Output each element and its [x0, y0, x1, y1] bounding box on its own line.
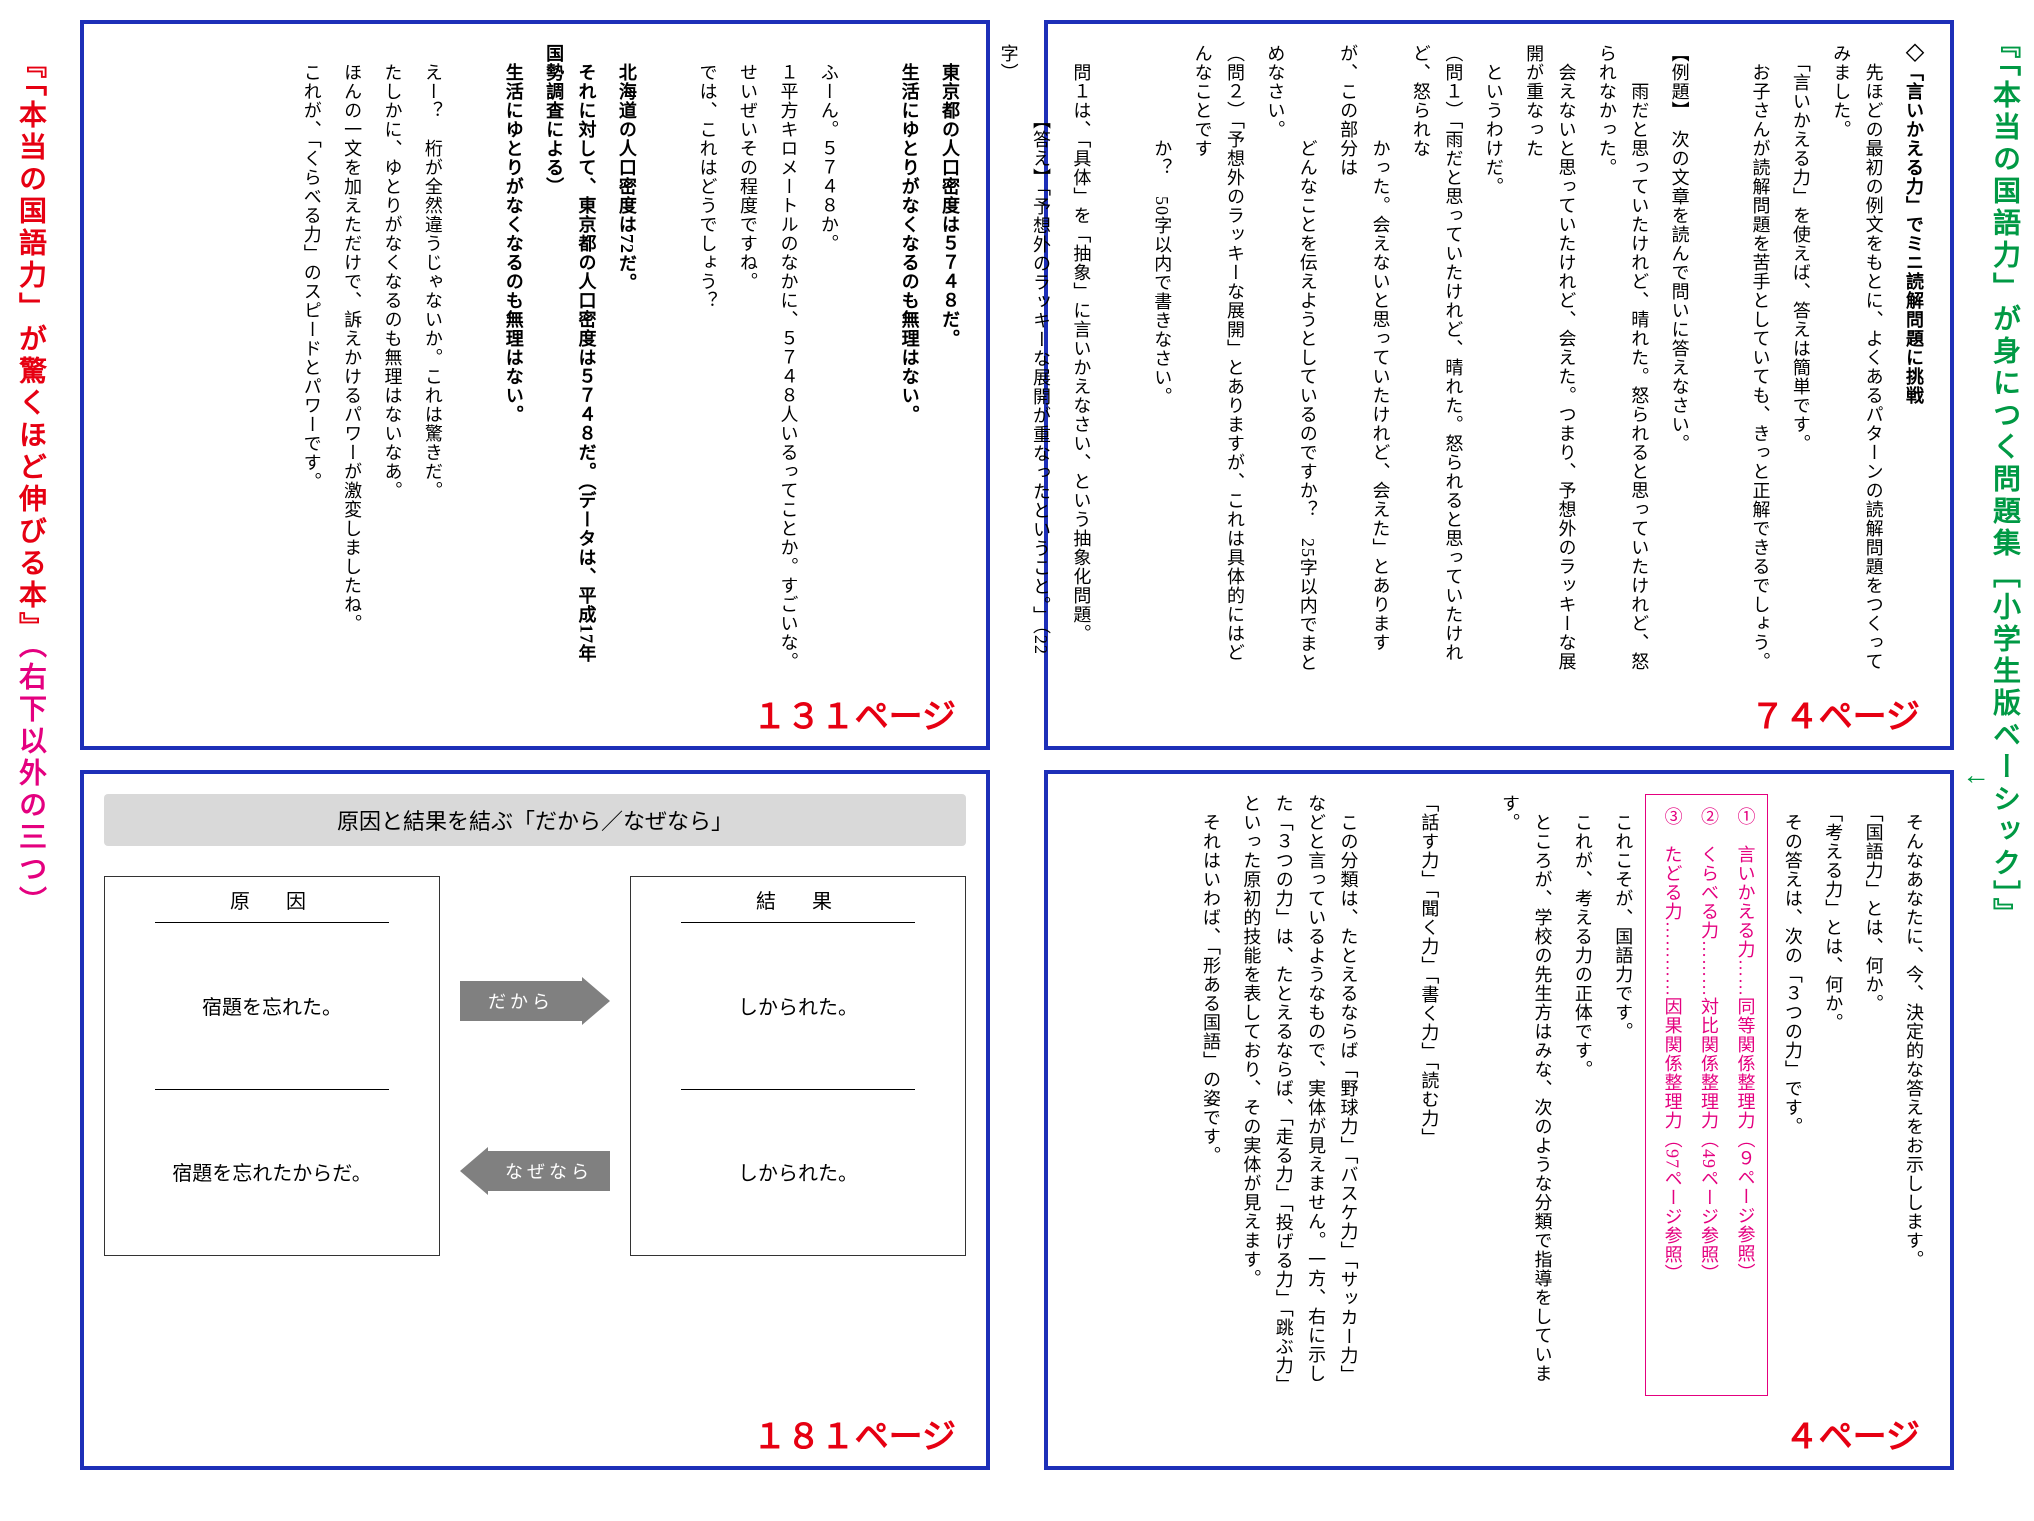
result-header: 結 果	[631, 877, 965, 922]
panel-p74: ◇「言いかえる力」でミニ読解問題に挑戦 先ほどの最初の例文をもとに、よくあるパタ…	[1044, 20, 1954, 750]
arrow-dakara: だから	[460, 977, 610, 1025]
arrow-column: だから なぜなら	[460, 876, 610, 1256]
result-cell-top: しかられた。	[631, 922, 965, 1089]
arrow-nazenara-label: なぜなら	[488, 1151, 610, 1191]
p74-line: 雨だと思っていたけれど、晴れた。怒られると思っていたけれど、怒られなかった。	[1590, 44, 1655, 676]
p74-line: （問１）「雨だと思っていたけれど、晴れた。怒られると思っていたけれど、怒られな	[1405, 44, 1470, 676]
p131-line: では、これはどうでしょう？	[691, 44, 723, 676]
p4-body-line: この分類は、たとえるならば「野球力」「バスケ力」「サッカー力」などと言っているよ…	[1235, 794, 1365, 1396]
p4-intro-line: 「国語力」とは、何か。	[1857, 794, 1889, 1396]
title-right: 『「本当の国語力」が身につく問題集［小学生版ベーシック］』	[1984, 30, 2024, 930]
result-text-bottom: しかられた。	[738, 1157, 858, 1186]
p74-line: か？ 50字以内で書きなさい。	[1146, 44, 1178, 676]
diagram-title: 原因と結果を結ぶ「だから／なぜなら」	[104, 794, 966, 846]
diagram-area: 原因と結果を結ぶ「だから／なぜなら」 原 因 宿題を忘れた。 宿題を忘れたからだ…	[84, 774, 986, 1466]
p131-line: これが、「くらべる力」のスピードとパワーです。	[295, 44, 327, 676]
p131-line: 東京都の人口密度は５７４８だ。	[934, 44, 966, 676]
p131-line: １平方キロメートルのなかに、５７４８人いるってことか。すごいな。	[772, 44, 804, 676]
cause-header: 原 因	[105, 877, 439, 922]
p131-line	[651, 44, 683, 676]
p74-line: 【答え】「予想外のラッキーな展開が重なったということ。」（22字）	[992, 44, 1057, 676]
page-label-74: ７４ページ	[1751, 689, 1920, 738]
p131-line: たしかに、ゆとりがなくなるのも無理はないなあ。	[376, 44, 408, 676]
p4-intro-line: 「考える力」とは、何か。	[1817, 794, 1849, 1396]
title-left-magenta: （右下以外の三つ）	[15, 644, 46, 918]
page-label-4: ４ページ	[1785, 1409, 1920, 1458]
p74-line	[1704, 44, 1736, 676]
ability-line: ① 言いかえる力……同等関係整理力（９ページ参照）	[1729, 807, 1761, 1383]
p74-line: お子さんが読解問題を苦手としていても、きっと正解できるでしょう。	[1744, 44, 1776, 676]
p74-line: 先ほどの最初の例文をもとに、よくあるパターンの読解問題をつくってみました。	[1825, 44, 1890, 676]
title-left: 『「本当の国語力」が驚くほど伸びる本』（右下以外の三つ）	[10, 50, 50, 918]
p131-line: 北海道の人口密度は72だ。	[610, 44, 642, 676]
diagram-col-cause: 原 因 宿題を忘れた。 宿題を忘れたからだ。	[104, 876, 440, 1256]
p131-line: 生活にゆとりがなくなるのも無理はない。	[893, 44, 925, 676]
title-left-red: 『「本当の国語力」が驚くほど伸びる本』	[15, 50, 46, 644]
ability-line: ② くらべる力………対比関係整理力（49ページ参照）	[1693, 807, 1725, 1383]
p74-line: 会えないと思っていたけれど、会えた。つまり、予想外のラッキーな展開が重なった	[1518, 44, 1583, 676]
p74-heading: ◇「言いかえる力」でミニ読解問題に挑戦	[1898, 44, 1930, 676]
p74-line: 「言いかえる力」を使えば、答えは簡単です。	[1784, 44, 1816, 676]
diagram-row: 原 因 宿題を忘れた。 宿題を忘れたからだ。 だから なぜなら	[104, 876, 966, 1256]
panel-p4: そんなあなたに、今、決定的な答えをお示しします。 「国語力」とは、何か。 「考え…	[1044, 770, 1954, 1470]
p4-intro-line: そんなあなたに、今、決定的な答えをお示しします。	[1898, 794, 1930, 1396]
page-label-181: １８１ページ	[753, 1409, 956, 1458]
cause-cell-top: 宿題を忘れた。	[105, 922, 439, 1089]
p131-line: ふーん。５７４８か。	[812, 44, 844, 676]
page-label-131: １３１ページ	[753, 689, 956, 738]
p4-body-line: それはいわば、「形ある国語」の姿です。	[1195, 794, 1227, 1396]
panel-p74-content: ◇「言いかえる力」でミニ読解問題に挑戦 先ほどの最初の例文をもとに、よくあるパタ…	[1048, 24, 1950, 696]
p131-line: 生活にゆとりがなくなるのも無理はない。	[497, 44, 529, 676]
panel-p181: 原因と結果を結ぶ「だから／なぜなら」 原 因 宿題を忘れた。 宿題を忘れたからだ…	[80, 770, 990, 1470]
cause-text-bottom: 宿題を忘れたからだ。	[172, 1157, 371, 1186]
p131-line	[853, 44, 885, 676]
p4-intro-line: その答えは、次の「３つの力」です。	[1776, 794, 1808, 1396]
p74-line: （問２）「予想外のラッキーな展開」とありますが、これは具体的にはどんなことです	[1186, 44, 1251, 676]
cause-text-top: 宿題を忘れた。	[202, 991, 342, 1020]
p74-line: というわけだ。	[1477, 44, 1509, 676]
p131-line: ほんの一文を加えただけで、訴えかけるパワーが激変しましたね。	[336, 44, 368, 676]
p4-body-line: これこそが、国語力です。	[1607, 794, 1639, 1396]
p131-line: えー？ 桁が全然違うじゃないか。これは驚きだ。	[417, 44, 449, 676]
p4-body-line: 「話す力」「聞く力」「書く力」「読む力」	[1413, 794, 1445, 1396]
result-cell-bottom: しかられた。	[631, 1089, 965, 1256]
p74-line: どんなことを伝えようとしているのですか？ 25字以内でまとめなさい。	[1259, 44, 1324, 676]
arrow-dakara-label: だから	[460, 981, 582, 1021]
arrow-nazenara: なぜなら	[460, 1147, 610, 1195]
p4-body-line	[1373, 794, 1405, 1396]
diagram-col-result: 結 果 しかられた。 しかられた。	[630, 876, 966, 1256]
cause-cell-bottom: 宿題を忘れたからだ。	[105, 1089, 439, 1256]
p131-line: それに対して、東京都の人口密度は５７４８だ。（データは、平成17年国勢調査による…	[538, 44, 603, 676]
result-text-top: しかられた。	[738, 991, 858, 1020]
arrow-indicator: ←	[1962, 760, 1990, 792]
p131-line: せいぜいその程度ですね。	[732, 44, 764, 676]
panel-p131-content: 東京都の人口密度は５７４８だ。 生活にゆとりがなくなるのも無理はない。 ふーん。…	[84, 24, 986, 696]
p74-line	[1105, 44, 1137, 676]
p4-body-line: ところが、学校の先生方はみな、次のような分類で指導をしています。	[1494, 794, 1559, 1396]
p4-body-line: これが、考える力の正体です。	[1566, 794, 1598, 1396]
panel-p4-content: そんなあなたに、今、決定的な答えをお示しします。 「国語力」とは、何か。 「考え…	[1048, 774, 1950, 1416]
p74-line: かった。会えないと思っていたけれど、会えた」とありますが、この部分は	[1332, 44, 1397, 676]
panel-p131: 東京都の人口密度は５７４８だ。 生活にゆとりがなくなるのも無理はない。 ふーん。…	[80, 20, 990, 750]
p74-line: 問１は、「具体」を「抽象」に言いかえなさい、という抽象化問題。	[1065, 44, 1097, 676]
p4-body-line	[1453, 794, 1485, 1396]
p74-line: 【例題】 次の文章を読んで問いに答えなさい。	[1663, 44, 1695, 676]
abilities-box: ① 言いかえる力……同等関係整理力（９ページ参照）② くらべる力………対比関係整…	[1645, 794, 1768, 1396]
p131-line	[457, 44, 489, 676]
ability-line: ③ たどる力…………因果関係整理力（97ページ参照）	[1656, 807, 1688, 1383]
